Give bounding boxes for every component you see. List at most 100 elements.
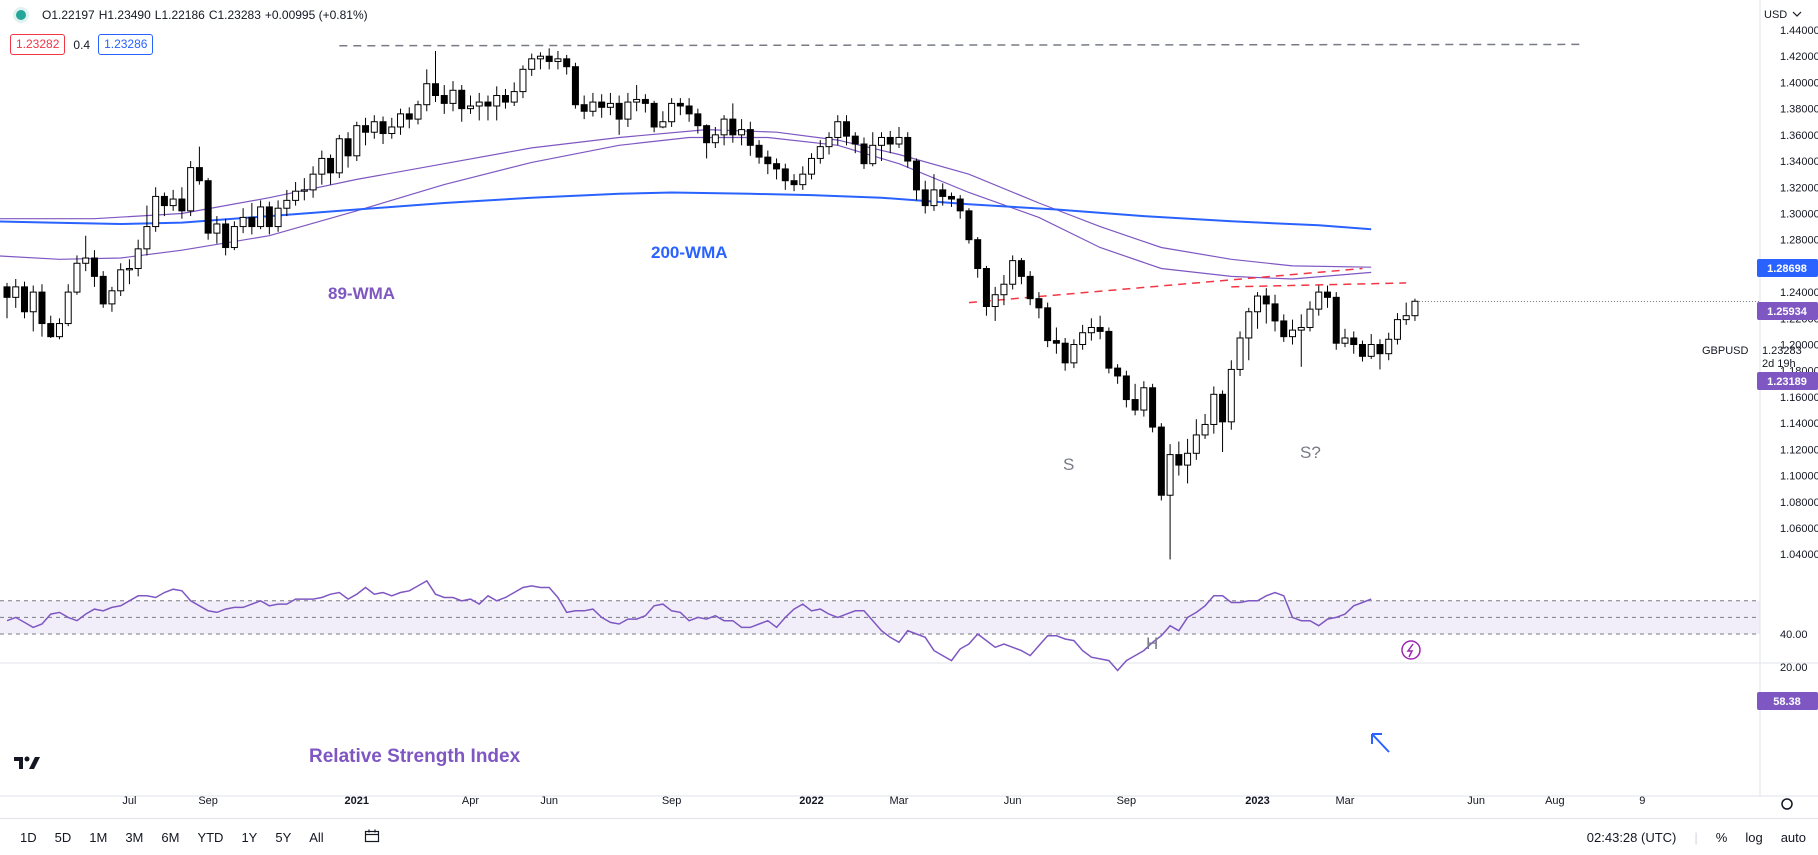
- timeframe-3m[interactable]: 3M: [125, 829, 144, 845]
- price-tick-label: 1.16000: [1780, 392, 1818, 404]
- timeframe-6m[interactable]: 6M: [161, 829, 180, 845]
- legend-open: O1.22197: [42, 8, 95, 22]
- timeframe-all[interactable]: All: [309, 829, 324, 845]
- timeframe-1m[interactable]: 1M: [89, 829, 108, 845]
- candle-body: [1350, 337, 1358, 346]
- neckline-line: [968, 267, 1363, 304]
- price-tick-label: 1.20000: [1780, 340, 1818, 352]
- candle-body: [493, 95, 501, 107]
- candle-body: [248, 216, 256, 228]
- price-tick-label: 1.10000: [1780, 471, 1818, 483]
- wma200-badge-bg: [1757, 259, 1818, 277]
- percent-scale-toggle[interactable]: %: [1715, 829, 1728, 845]
- candle-body: [117, 269, 125, 292]
- candle-body: [624, 101, 632, 120]
- shoulder-right-label: S?: [1300, 443, 1321, 462]
- candle-body: [222, 223, 230, 249]
- timeframe-5d[interactable]: 5D: [54, 829, 72, 845]
- price-tick-label: 1.28000: [1780, 235, 1818, 247]
- auto-scale-toggle[interactable]: auto: [1780, 829, 1806, 845]
- candle-body: [921, 189, 929, 207]
- price-tick-label: 1.24000: [1780, 287, 1818, 299]
- candle-body: [947, 195, 955, 200]
- timeframe-5y[interactable]: 5Y: [275, 829, 292, 845]
- candle-body: [834, 121, 842, 138]
- toolbar-right: 02:43:28 (UTC) | % log auto: [1587, 819, 1818, 855]
- timeframe-1d[interactable]: 1D: [20, 829, 37, 845]
- rsi-tick-label: 40.00: [1780, 629, 1808, 641]
- candle-body: [3, 286, 11, 298]
- candle-body: [1026, 275, 1034, 300]
- candle-body: [545, 55, 553, 62]
- candle-body: [641, 98, 649, 104]
- toolbar-divider: |: [1694, 829, 1698, 845]
- clock-time[interactable]: 02:43:28 (UTC): [1586, 829, 1677, 845]
- candle-body: [449, 89, 457, 104]
- candle-body: [362, 125, 370, 133]
- sma-badge: 1.23189: [1767, 376, 1807, 388]
- event-icon[interactable]: [1401, 640, 1421, 660]
- price-tick-label: 1.30000: [1780, 208, 1818, 220]
- buy-price-button[interactable]: 1.23286: [98, 34, 154, 55]
- candle-body: [571, 66, 579, 106]
- time-tick-label: Jun: [1467, 795, 1485, 807]
- candle-body: [991, 294, 999, 308]
- candle-body: [746, 129, 754, 146]
- log-scale-toggle[interactable]: log: [1745, 829, 1763, 845]
- candle-body: [790, 180, 798, 186]
- shoulder-left-label: S: [1063, 455, 1074, 474]
- candle-body: [1358, 344, 1366, 357]
- legend-change: +0.00995 (+0.81%): [264, 8, 368, 22]
- time-tick-label: 2022: [799, 795, 823, 807]
- candle-body: [388, 126, 396, 135]
- candle-body: [598, 101, 606, 108]
- candle-body: [650, 102, 658, 128]
- wma89-badge-bg: [1757, 302, 1818, 320]
- candle-body: [152, 195, 160, 228]
- bottom-toolbar: 1D 5D 1M 3M 6M YTD 1Y 5Y All 02:43:28 (U…: [0, 818, 1818, 855]
- candle-body: [1280, 320, 1288, 338]
- candle-body: [213, 223, 221, 234]
- candle-body: [1201, 423, 1209, 436]
- currency-chevron-icon[interactable]: [1792, 11, 1802, 17]
- rsi-arrow-icon: [1371, 733, 1390, 753]
- price-tick-label: 1.36000: [1780, 130, 1818, 142]
- candle-body: [38, 291, 46, 325]
- candle-body: [703, 125, 711, 144]
- tv-logo-icon: [14, 757, 23, 769]
- head-label: H: [1146, 634, 1158, 653]
- candle-body: [528, 58, 536, 70]
- candle-body: [580, 104, 588, 112]
- rsi-line: [6, 579, 1372, 672]
- sell-price-button[interactable]: 1.23282: [10, 34, 66, 55]
- timeframe-ytd[interactable]: YTD: [197, 829, 224, 845]
- timeframe-1y[interactable]: 1Y: [241, 829, 258, 845]
- candle-body: [1131, 399, 1139, 411]
- candle-body: [1184, 452, 1192, 466]
- candle-body: [73, 262, 81, 293]
- candle-body: [1105, 330, 1113, 369]
- resistance-line: [339, 43, 1582, 47]
- candle-body: [1227, 368, 1235, 423]
- candle-body: [82, 257, 90, 264]
- candle-body: [895, 136, 903, 145]
- candle-body: [554, 58, 562, 62]
- candle-body: [1254, 295, 1262, 313]
- candle-body: [239, 216, 247, 228]
- candle-body: [1157, 426, 1165, 496]
- spread-value: 0.4: [73, 37, 91, 52]
- candle-body: [668, 102, 676, 123]
- candle-body: [729, 118, 737, 136]
- tv-logo-shape: [29, 757, 40, 769]
- candle-body: [755, 144, 763, 158]
- candle-body: [912, 160, 920, 191]
- candle-body: [169, 198, 177, 207]
- price-chart-svg[interactable]: 1.04000 1.06000 1.08000 1.10000 1.12000 1.140…: [0, 0, 1818, 818]
- candle-body: [1035, 298, 1043, 309]
- settings-gear-icon[interactable]: [1781, 798, 1793, 810]
- candle-body: [956, 198, 964, 212]
- candle-body: [764, 156, 772, 165]
- candle-body: [615, 102, 623, 120]
- goto-date-icon[interactable]: [364, 829, 380, 846]
